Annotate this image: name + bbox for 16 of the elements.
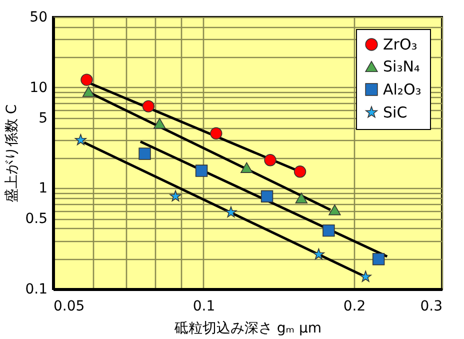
- y-tick-label: 5: [38, 110, 48, 126]
- x-tick-label: 0.05: [54, 298, 85, 314]
- y-tick-label: 1: [38, 180, 48, 197]
- legend-label: SiC: [383, 104, 408, 122]
- x-axis-title: 砥粒切込み深さ gₘ μm: [173, 320, 322, 336]
- legend-label: Si₃N₄: [383, 58, 420, 76]
- y-axis-title: 盛上がり係数 C: [4, 104, 20, 203]
- y-tick-label: 0.5: [25, 211, 48, 228]
- y-tick-label: 0.1: [25, 282, 48, 298]
- legend-label: Al₂O₃: [383, 80, 422, 98]
- x-tick-label: 0.3: [420, 298, 442, 314]
- y-tick-label: 10: [30, 80, 48, 96]
- x-tick-label: 0.1: [192, 298, 216, 314]
- x-tick-label: 0.2: [343, 298, 366, 314]
- y-tick-label: 50: [30, 10, 48, 26]
- legend-label: ZrO₃: [383, 36, 418, 54]
